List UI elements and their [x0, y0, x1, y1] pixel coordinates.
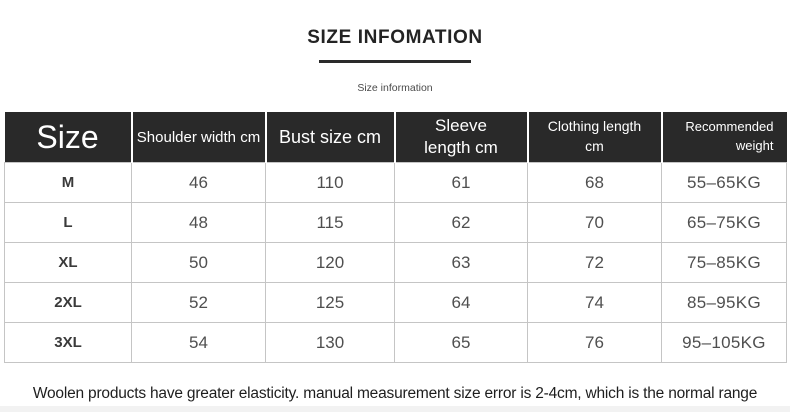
- cell-bust: 120: [265, 242, 395, 283]
- header-cell-shoulder: Shoulder width cm: [130, 112, 266, 163]
- header-cell-clothing: Clothing length cm: [526, 112, 662, 163]
- header-cell-weight: Recommended weight: [660, 112, 787, 163]
- cell-sleeve: 63: [394, 242, 528, 283]
- header-label-weight: Recommended weight: [685, 119, 774, 153]
- cell-size: 3XL: [4, 322, 132, 363]
- table-row: 2XL 52 125 64 74 85–95KG: [4, 282, 787, 323]
- cell-clothing: 74: [527, 282, 662, 323]
- table-row: XL 50 120 63 72 75–85KG: [4, 242, 787, 283]
- bottom-strip: [0, 406, 790, 412]
- cell-sleeve: 64: [394, 282, 528, 323]
- cell-shoulder: 48: [131, 202, 266, 243]
- cell-weight: 65–75KG: [661, 202, 787, 243]
- section-title: SIZE INFOMATION: [307, 27, 483, 48]
- cell-shoulder: 46: [131, 162, 266, 203]
- cell-sleeve: 65: [394, 322, 528, 363]
- cell-clothing: 76: [527, 322, 662, 363]
- cell-weight: 75–85KG: [661, 242, 787, 283]
- header-label-bust: Bust size cm: [278, 126, 382, 147]
- cell-sleeve: 62: [394, 202, 528, 243]
- table-row: 3XL 54 130 65 76 95–105KG: [4, 322, 787, 363]
- cell-weight: 55–65KG: [661, 162, 787, 203]
- cell-bust: 110: [265, 162, 395, 203]
- table-row: L 48 115 62 70 65–75KG: [4, 202, 787, 243]
- cell-sleeve: 61: [394, 162, 528, 203]
- cell-clothing: 70: [527, 202, 662, 243]
- cell-size: XL: [4, 242, 132, 283]
- header-label-sleeve: Sleeve length cm: [424, 116, 498, 157]
- cell-size: M: [4, 162, 132, 203]
- cell-shoulder: 52: [131, 282, 266, 323]
- title-block: SIZE INFOMATION Size information: [0, 0, 790, 94]
- section-subtitle: Size information: [357, 82, 433, 94]
- title-underline: [319, 60, 471, 63]
- cell-bust: 125: [265, 282, 395, 323]
- cell-bust: 130: [265, 322, 395, 363]
- table-row: M 46 110 61 68 55–65KG: [4, 162, 787, 203]
- cell-clothing: 72: [527, 242, 662, 283]
- header-cell-size: Size: [4, 112, 132, 163]
- size-table: Size Shoulder width cm Bust size cm Sleeve …: [4, 112, 787, 363]
- cell-shoulder: 54: [131, 322, 266, 363]
- header-cell-bust: Bust size cm: [264, 112, 395, 163]
- header-label-size: Size: [36, 118, 99, 155]
- footer-note: Woolen products have greater elasticity.…: [32, 385, 758, 402]
- cell-bust: 115: [265, 202, 395, 243]
- cell-clothing: 68: [527, 162, 662, 203]
- cell-weight: 95–105KG: [661, 322, 787, 363]
- cell-size: L: [4, 202, 132, 243]
- table-body: M 46 110 61 68 55–65KG L 48 115 62 70 65–75KG XL 50 12…: [4, 162, 787, 363]
- header-cell-sleeve: Sleeve length cm: [393, 112, 528, 163]
- header-label-shoulder: Shoulder width cm: [136, 128, 261, 146]
- table-header-row: Size Shoulder width cm Bust size cm Sleeve …: [4, 112, 787, 163]
- cell-weight: 85–95KG: [661, 282, 787, 323]
- cell-size: 2XL: [4, 282, 132, 323]
- cell-shoulder: 50: [131, 242, 266, 283]
- header-label-clothing: Clothing length cm: [547, 118, 642, 154]
